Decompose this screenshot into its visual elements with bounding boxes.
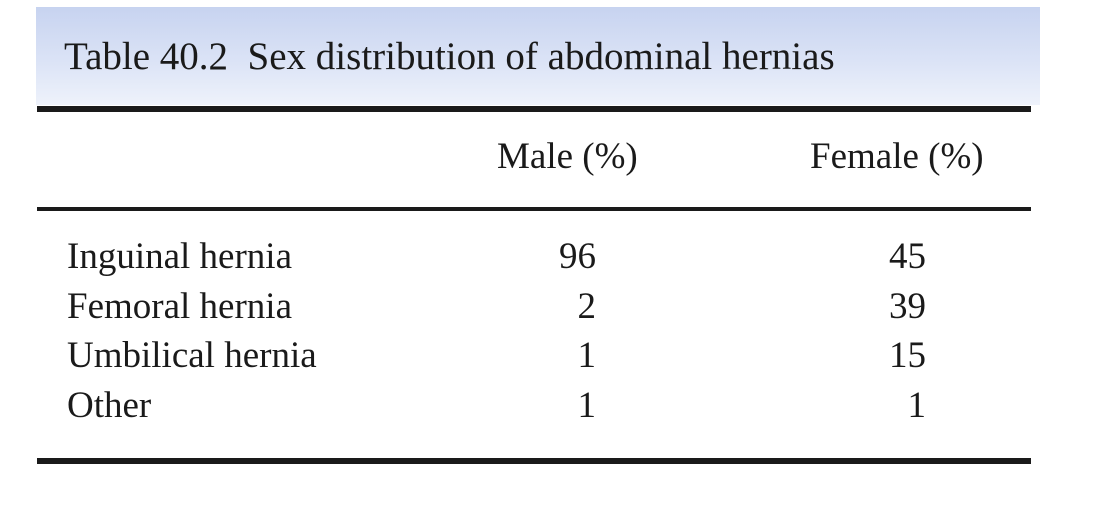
- cell-female-percent: 39: [889, 286, 926, 327]
- cell-female-percent: 1: [907, 385, 927, 426]
- bottom-rule: [37, 458, 1031, 464]
- top-rule: [37, 106, 1031, 112]
- table-row: Umbilical hernia 1 15: [0, 335, 1112, 385]
- table-row: Other 1 1: [0, 385, 1112, 435]
- table-row: Femoral hernia 2 39: [0, 286, 1112, 336]
- cell-male-percent: 1: [577, 335, 597, 376]
- table-caption: Table 40.2 Sex distribution of abdominal…: [64, 35, 835, 78]
- column-header-male: Male (%): [497, 136, 638, 177]
- cell-male-percent: 2: [577, 286, 597, 327]
- cell-female-percent: 45: [889, 236, 926, 277]
- column-header-female: Female (%): [810, 136, 984, 177]
- row-label: Inguinal hernia: [67, 236, 292, 277]
- table-caption-bar: Table 40.2 Sex distribution of abdominal…: [36, 7, 1040, 105]
- cell-male-percent: 96: [559, 236, 596, 277]
- cell-female-percent: 15: [889, 335, 926, 376]
- row-label: Umbilical hernia: [67, 335, 317, 376]
- table-row: Inguinal hernia 96 45: [0, 236, 1112, 286]
- header-rule: [37, 207, 1031, 211]
- row-label: Other: [67, 385, 152, 426]
- row-label: Femoral hernia: [67, 286, 292, 327]
- cell-male-percent: 1: [577, 385, 597, 426]
